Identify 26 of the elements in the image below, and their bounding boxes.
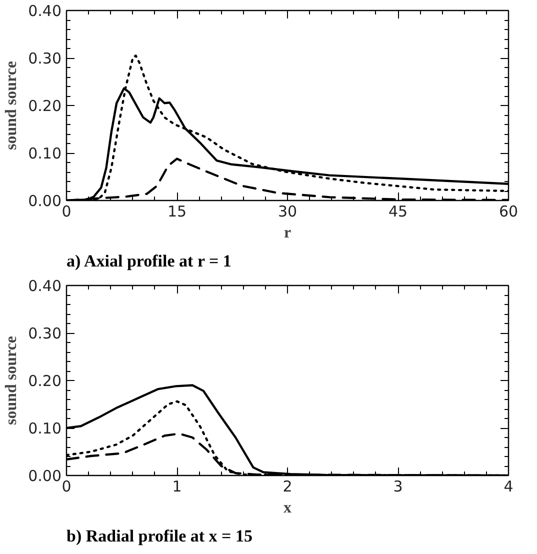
y-axis-title: sound source [3, 60, 20, 150]
y-tick-label: 0.10 [28, 144, 62, 162]
x-tick-label: 2 [282, 478, 292, 496]
x-tick-label: 30 [278, 202, 298, 220]
x-tick-label: 45 [388, 202, 408, 220]
y-tick-label: 0.30 [28, 324, 62, 342]
x-tick-label: 1 [172, 478, 182, 496]
y-tick-label: 0.00 [28, 467, 62, 485]
x-tick-label: 3 [393, 478, 403, 496]
x-tick-label: 0 [62, 478, 72, 496]
x-tick-label: 60 [498, 202, 518, 220]
y-tick-label: 0.10 [28, 420, 62, 438]
x-axis-title: r [284, 224, 292, 242]
x-axis-title: x [284, 500, 292, 516]
x-tick-label: 15 [167, 202, 187, 220]
text: a) Axial profile at r = 1 [66, 252, 232, 270]
y-tick-label: 0.40 [28, 2, 62, 20]
y-axis-title: sound source [3, 336, 20, 426]
text: b) Radial profile at x = 15 [66, 526, 252, 546]
y-tick-label: 0.20 [28, 372, 62, 390]
x-tick-label: 0 [62, 202, 72, 220]
y-tick-label: 0.00 [28, 192, 62, 210]
y-tick-label: 0.40 [28, 277, 62, 295]
x-tick-label: 4 [504, 478, 514, 496]
y-tick-label: 0.20 [28, 97, 62, 115]
y-tick-label: 0.30 [28, 50, 62, 68]
